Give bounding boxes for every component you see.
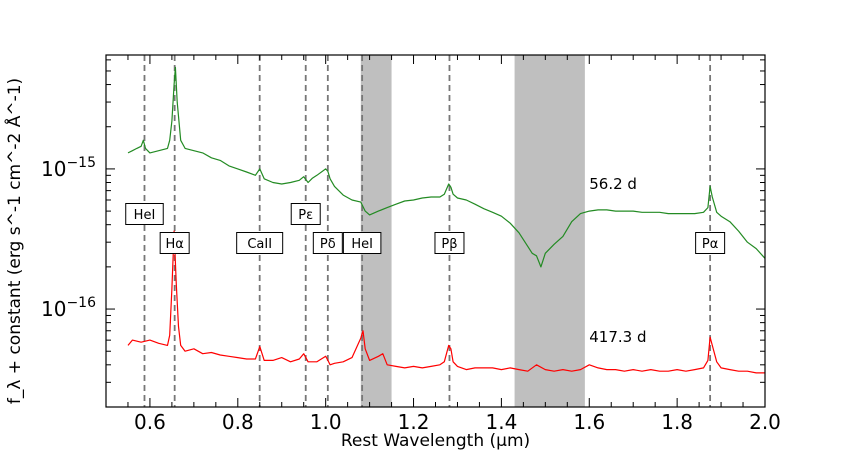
x-tick-label-3: 1.2	[398, 410, 430, 434]
spectra-series	[127, 66, 766, 374]
x-tick-label-2: 1.0	[310, 410, 342, 434]
line-label-box-6	[434, 232, 465, 254]
line-label-3: Pε	[298, 208, 313, 223]
epoch-label-0: 56.2 d	[589, 175, 637, 193]
shaded-region-1	[514, 55, 585, 407]
x-tick-label-5: 1.6	[573, 410, 605, 434]
line-label-1: Hα	[165, 237, 183, 252]
x-axis-label: Rest Wavelength (μm)	[341, 431, 530, 451]
line-label-box-4	[312, 232, 343, 254]
y-tick-label-0: 10−16	[41, 295, 96, 321]
y-axis-label: f_λ + constant (erg s^-1 cm^-2 Å^-1)	[3, 78, 25, 404]
x-tick-label-0: 0.6	[134, 410, 166, 434]
shaded-region-0	[360, 55, 392, 407]
axis-ticks	[105, 55, 766, 408]
line-label-7: Pα	[702, 237, 718, 252]
line-label-0: HeI	[134, 208, 156, 223]
shaded-regions	[360, 55, 585, 407]
series-line-0	[127, 66, 766, 268]
x-tick-label-1: 0.8	[222, 410, 254, 434]
x-tick-label-4: 1.4	[485, 410, 517, 434]
plot-frame	[105, 54, 766, 408]
epoch-labels: 56.2 d 417.3 d	[589, 175, 646, 346]
line-label-5: HeI	[351, 237, 373, 252]
axis-tick-labels: 0.6 0.8 1.0 1.2 1.4 1.6 1.8 2.0 10−16 10−15	[41, 155, 781, 434]
series-line-1	[127, 230, 765, 374]
y-tick-label-1: 10−15	[41, 155, 96, 181]
x-tick-label-7: 2.0	[749, 410, 781, 434]
x-tick-label-6: 1.8	[661, 410, 693, 434]
line-label-box-1	[159, 232, 190, 254]
line-label-6: Pβ	[441, 237, 457, 252]
line-label-box-3	[290, 203, 321, 225]
epoch-label-1: 417.3 d	[589, 328, 646, 346]
line-label-box-0	[125, 203, 164, 225]
line-marker-labels: HeI Hα CaII Pε Pδ HeI Pβ Pα	[125, 203, 726, 254]
line-label-box-2	[236, 232, 284, 254]
line-label-2: CaII	[247, 237, 272, 252]
line-label-box-7	[695, 232, 726, 254]
line-label-box-5	[342, 232, 382, 254]
line-marker-lines	[143, 55, 712, 407]
line-label-4: Pδ	[320, 237, 336, 252]
